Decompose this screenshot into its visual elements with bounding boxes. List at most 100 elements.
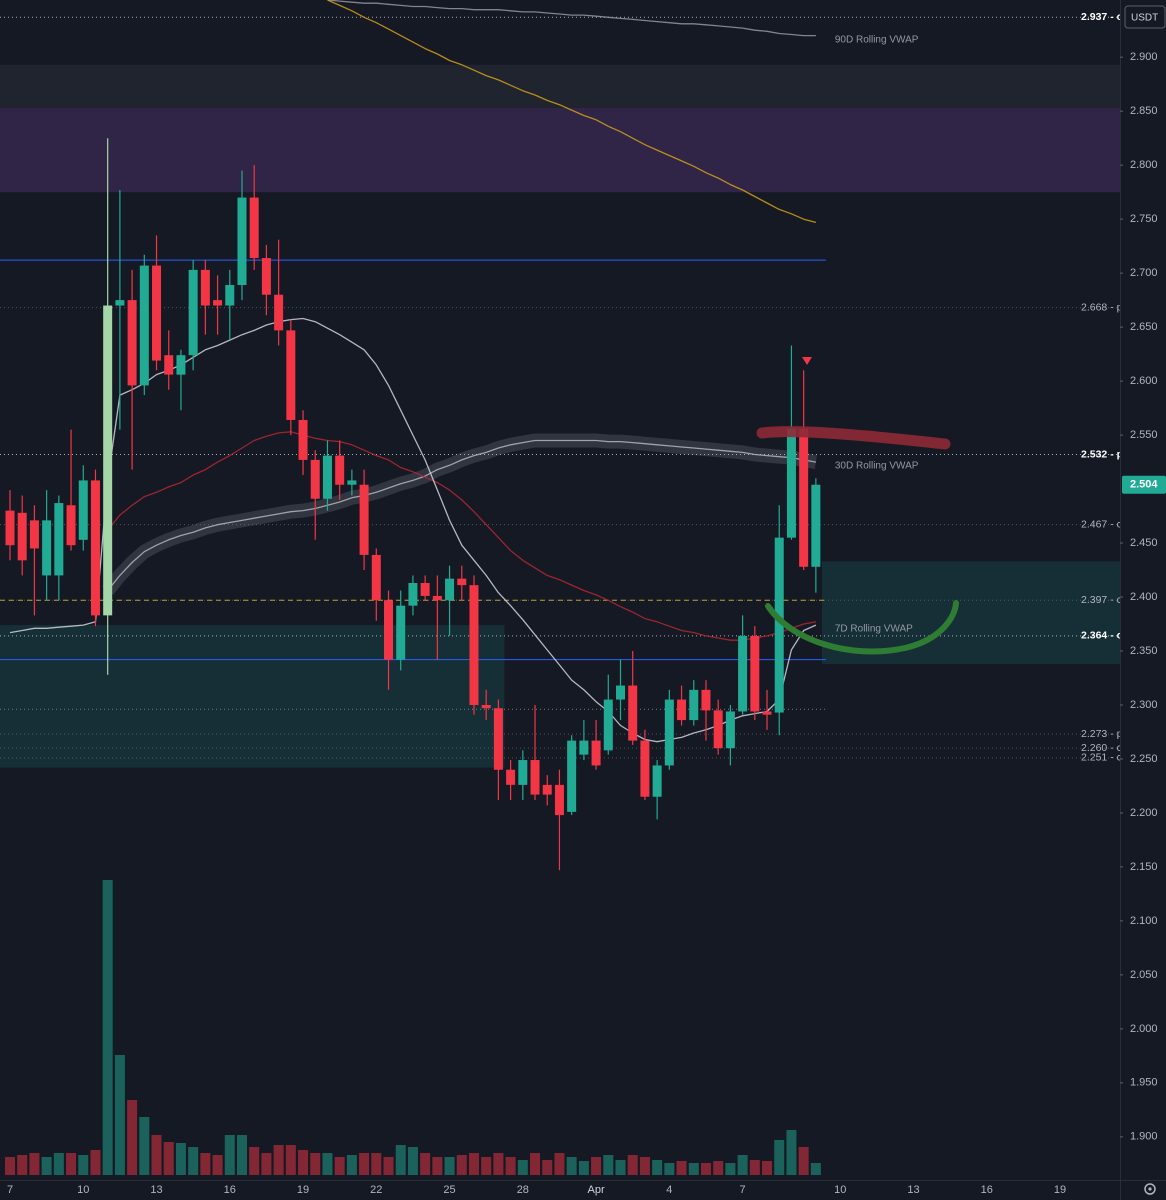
- candle-body: [5, 510, 15, 546]
- y-tick-label: 2.200: [1130, 807, 1158, 819]
- volume-bar: [151, 1135, 162, 1175]
- currency-selector[interactable]: USDT: [1124, 5, 1166, 29]
- candle-body: [518, 760, 528, 785]
- candle-body: [799, 428, 809, 567]
- volume-bar: [90, 1150, 101, 1175]
- price-line-label: 2.937 - c: [1081, 11, 1123, 23]
- volume-bar: [432, 1157, 443, 1175]
- candle-body: [66, 505, 76, 546]
- volume-bar: [639, 1157, 650, 1175]
- candle-body: [152, 265, 162, 361]
- volume-bar: [603, 1155, 614, 1175]
- candle-body: [591, 740, 601, 766]
- y-tick-label: 1.900: [1130, 1131, 1158, 1143]
- volume-bar: [359, 1153, 370, 1175]
- volume-bar: [163, 1142, 174, 1175]
- volume-bar: [346, 1155, 357, 1175]
- candle-body: [530, 760, 540, 795]
- settings-icon-center[interactable]: [1148, 1187, 1152, 1191]
- candle-body: [750, 635, 760, 712]
- volume-bar: [200, 1153, 211, 1175]
- indicator-line: [107, 439, 817, 591]
- y-tick-label: 2.450: [1130, 537, 1158, 549]
- candle-body: [713, 710, 723, 749]
- zone: [0, 64, 1120, 108]
- candle-body: [774, 537, 784, 713]
- y-tick-label: 2.600: [1130, 375, 1158, 387]
- last-price-badge: [1122, 475, 1166, 494]
- candle-body: [103, 305, 113, 616]
- x-tick-label: 7: [7, 1184, 13, 1196]
- candle-body: [738, 635, 748, 712]
- candle-body: [493, 708, 503, 770]
- candle-body: [188, 269, 198, 356]
- volume-bar: [175, 1143, 186, 1175]
- candle-body: [164, 355, 174, 375]
- x-tick-label: 13: [150, 1184, 162, 1196]
- currency-box[interactable]: [1124, 5, 1166, 29]
- candle-body: [506, 769, 516, 785]
- candle-body: [640, 740, 650, 797]
- y-tick-label: 2.750: [1130, 213, 1158, 225]
- volume-bar: [542, 1160, 553, 1175]
- volume-bar: [468, 1153, 479, 1175]
- volume-bar: [554, 1153, 565, 1175]
- candle-body: [420, 582, 430, 596]
- volume-bar: [444, 1157, 455, 1175]
- candle-body: [29, 520, 39, 549]
- volume-bar: [310, 1153, 321, 1175]
- candle-body: [396, 605, 406, 660]
- volume-bar: [505, 1157, 516, 1175]
- volume-bar: [114, 1055, 125, 1175]
- price-line-label: 2.251 - c: [1081, 752, 1122, 764]
- candle-body: [90, 480, 100, 616]
- candle-body: [249, 197, 259, 259]
- candle-body: [54, 503, 64, 576]
- candle-body: [225, 285, 235, 306]
- y-tick-label: 2.250: [1130, 753, 1158, 765]
- x-tick-label: 4: [666, 1184, 672, 1196]
- axis-strip: [1120, 0, 1166, 1200]
- y-tick-label: 2.700: [1130, 267, 1158, 279]
- volume-bar: [139, 1117, 150, 1175]
- candle-body: [628, 685, 638, 741]
- candle-body: [335, 455, 345, 485]
- x-tick-label: 10: [77, 1184, 89, 1196]
- y-tick-label: 2.800: [1130, 159, 1158, 171]
- volume-bar: [591, 1157, 602, 1175]
- x-tick-label: 25: [443, 1184, 455, 1196]
- x-tick-label: 10: [834, 1184, 846, 1196]
- settings-icon[interactable]: [1144, 1183, 1156, 1195]
- volume-bar: [53, 1153, 64, 1175]
- volume-bar: [627, 1155, 638, 1175]
- x-tick-label: 19: [297, 1184, 309, 1196]
- volume-bar: [371, 1153, 382, 1175]
- volume-bar: [383, 1157, 394, 1175]
- y-tick-label: 1.950: [1130, 1077, 1158, 1089]
- x-tick-label: 19: [1054, 1184, 1066, 1196]
- currency-label[interactable]: USDT: [1131, 13, 1158, 24]
- price-line-label: 2.260 - c: [1081, 742, 1122, 754]
- candle-body: [139, 265, 149, 386]
- candle-body: [200, 269, 210, 306]
- drawn-resistance-stroke: [756, 426, 951, 450]
- volume-bar: [285, 1145, 296, 1175]
- x-tick-label: 22: [370, 1184, 382, 1196]
- y-tick-label: 2.650: [1130, 321, 1158, 333]
- volume-bar: [5, 1157, 15, 1175]
- price-line-label: 2.364 - c: [1081, 630, 1123, 642]
- x-tick-label: 7: [740, 1184, 746, 1196]
- candle-body: [603, 699, 613, 751]
- candle-body: [298, 419, 308, 460]
- signal-marker: [802, 357, 812, 365]
- volume-bar: [66, 1153, 77, 1175]
- y-tick-label: 2.550: [1130, 429, 1158, 441]
- volume-bar: [786, 1130, 797, 1175]
- drawn-support-curve: [765, 600, 959, 655]
- price-line-label: 2.467 - c: [1081, 518, 1122, 530]
- settings-button[interactable]: [1144, 1183, 1156, 1195]
- volume-bar: [713, 1161, 724, 1175]
- zone: [822, 561, 1120, 664]
- annotations: [756, 357, 959, 655]
